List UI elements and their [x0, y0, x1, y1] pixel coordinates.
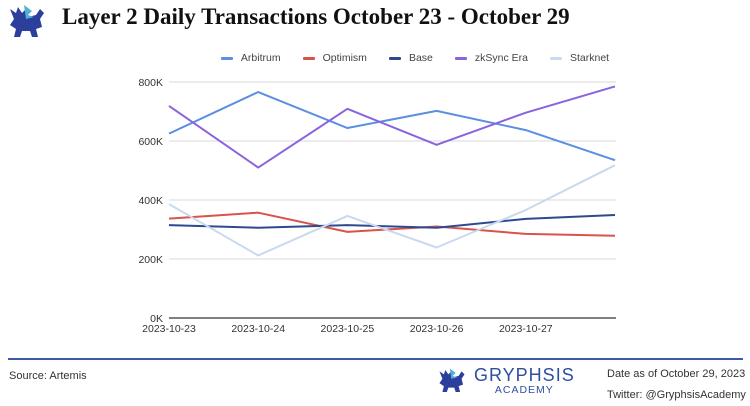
x-tick-label: 2023-10-25: [321, 323, 375, 335]
series-line-optimism: [168, 211, 616, 237]
legend-item: Arbitrum: [220, 52, 281, 64]
legend-swatch: [302, 56, 315, 60]
gryphsis-logo: [10, 5, 44, 37]
legend-label: zkSync Era: [474, 52, 528, 64]
legend-swatch: [454, 56, 467, 60]
series-line-arbitrum: [168, 91, 616, 162]
legend: Arbitrum Optimism Base zkSync Era Starknet: [0, 52, 750, 64]
y-tick-label: 200K: [138, 254, 163, 266]
divider: [8, 358, 743, 360]
page-title: Layer 2 Daily Transactions October 23 - …: [62, 4, 570, 29]
legend-swatch: [388, 56, 401, 60]
line-chart: 0K 200K 400K 600K 800K 2023-10-23 2023-10-24 20…: [138, 77, 616, 335]
source-text: Source: Artemis: [9, 370, 87, 382]
legend-item: Starknet: [549, 52, 610, 64]
series-line-zksync-era: [168, 85, 616, 169]
brand-sub: ACADEMY: [494, 384, 554, 396]
x-tick-label: 2023-10-24: [231, 323, 285, 335]
x-tick-label: 2023-10-23: [142, 323, 196, 335]
gryphon-icon: [439, 368, 465, 393]
brand-name: GRYPHSIS: [474, 365, 575, 385]
y-tick-label: 600K: [138, 136, 163, 148]
y-tick-label: 800K: [138, 77, 163, 89]
legend-label: Base: [408, 52, 433, 64]
series-line-starknet: [168, 164, 616, 257]
legend-label: Arbitrum: [240, 52, 281, 64]
legend-swatch: [549, 56, 562, 60]
legend-item: Base: [388, 52, 433, 64]
legend-swatch: [220, 56, 233, 60]
legend-label: Starknet: [569, 52, 610, 64]
legend-item: Optimism: [302, 52, 367, 64]
brand-logo: GRYPHSIS ACADEMY: [436, 366, 575, 396]
twitter-handle: Twitter: @GryphsisAcademy: [607, 389, 746, 401]
y-tick-label: 0K: [150, 313, 163, 325]
y-tick-label: 400K: [138, 195, 163, 207]
legend-label: Optimism: [322, 52, 367, 64]
x-tick-label: 2023-10-27: [499, 323, 553, 335]
series-line-base: [168, 214, 616, 229]
x-tick-label: 2023-10-26: [410, 323, 464, 335]
legend-item: zkSync Era: [454, 52, 528, 64]
date-text: Date as of October 29, 2023: [607, 368, 746, 380]
